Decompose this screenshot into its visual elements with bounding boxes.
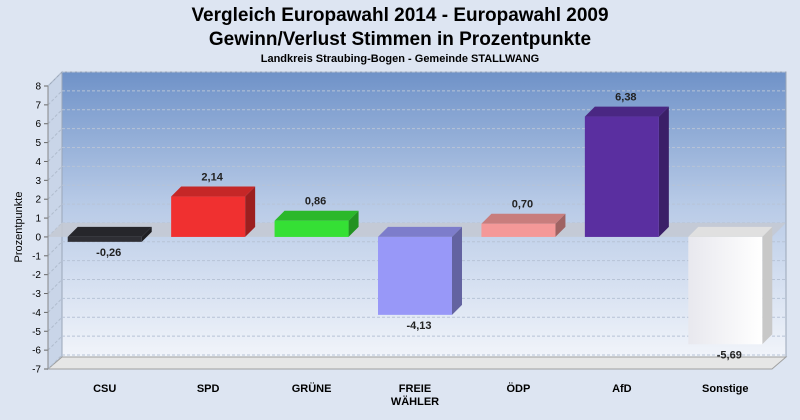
grid-line-side: [47, 128, 63, 143]
y-tick-label: 2: [35, 195, 41, 206]
grid-line-side: [47, 279, 63, 294]
bar-side: [348, 210, 359, 237]
grid-line-side: [47, 316, 63, 332]
bar-top: [688, 226, 773, 237]
y-tick-label: 0: [35, 232, 41, 243]
y-tick-label: -1: [32, 251, 41, 262]
bar-top: [378, 226, 462, 237]
y-tick-label: 1: [35, 214, 41, 225]
value-label: 0,70: [512, 199, 533, 211]
x-tick-label: AfD: [612, 383, 632, 395]
grid-line-side: [47, 90, 63, 106]
bar-top: [481, 213, 566, 224]
value-label: 2,14: [201, 172, 223, 184]
chart-title-line-2: Gewinn/Verlust Stimmen in Prozentpunkte: [208, 29, 592, 50]
grid-line-side: [47, 241, 63, 257]
y-tick-label: -5: [32, 327, 41, 338]
bar-afd: [584, 106, 669, 237]
x-tick-label: CSU: [93, 383, 116, 395]
grid-line-side: [47, 335, 63, 351]
value-label: 6,38: [615, 92, 636, 104]
bar-side: [555, 213, 566, 237]
bar-sonstige: [688, 226, 773, 345]
grid-line-side: [47, 109, 63, 125]
y-tick-label: -2: [32, 270, 41, 281]
y-tick-label: 6: [35, 119, 41, 130]
value-label: -0,26: [96, 247, 121, 259]
y-tick-label: -3: [32, 289, 41, 300]
bar-freie-wähler: [378, 226, 462, 315]
y-axis-label: Prozentpunkte: [13, 192, 25, 263]
grid-line-side: [47, 165, 63, 181]
x-tick-label: GRÜNE: [292, 382, 332, 395]
bar-side: [452, 226, 462, 315]
bar-top: [171, 186, 256, 197]
bar-side: [762, 226, 773, 345]
y-tick-label: 5: [35, 138, 41, 149]
x-tick-label: ÖDP: [507, 382, 531, 395]
value-label: 0,86: [305, 196, 326, 208]
chart-title-line-1: Vergleich Europawahl 2014 - Europawahl 2…: [191, 5, 609, 26]
bars: [67, 106, 773, 345]
bar-side: [245, 186, 256, 237]
grid-line-side: [47, 260, 63, 276]
y-tick-label: -7: [32, 365, 41, 376]
chart-subtitle: Landkreis Straubing-Bogen - Gemeinde STA…: [260, 53, 540, 65]
grid-line-side: [47, 71, 63, 87]
value-labels: -0,26 2,14 0,86 -4,13 0,70 6,38 -5,69: [96, 92, 742, 362]
bar-top: [584, 106, 669, 117]
bar-side: [141, 226, 152, 242]
bar-front: [378, 236, 452, 315]
y-axis-ticks: 8 7 6 5 4 3 2 1 0 -1 -2 -3 -4 -5 -6 -7: [32, 82, 49, 376]
y-tick-label: 7: [35, 100, 41, 111]
bar-front: [274, 220, 349, 237]
x-tick-label: SPD: [197, 383, 220, 395]
y-tick-label: -4: [32, 308, 41, 319]
grid-line-side: [47, 184, 63, 200]
grid-line-side: [47, 203, 63, 219]
bar-csu: [67, 226, 152, 242]
bar-front: [584, 116, 659, 237]
x-tick-label: FREIE: [399, 383, 431, 395]
grid-line-side: [47, 354, 63, 370]
grid-line-side: [47, 222, 63, 238]
value-label: -5,69: [717, 349, 742, 361]
y-tick-label: 4: [35, 157, 41, 168]
bar-front: [171, 196, 246, 237]
bar-top: [274, 210, 359, 221]
y-tick-label: 3: [35, 176, 41, 187]
bar-grüne: [274, 210, 359, 237]
bar-front: [481, 223, 556, 237]
y-tick-label: 8: [35, 82, 41, 93]
y-tick-label: -6: [32, 346, 41, 357]
grid-line-side: [47, 147, 63, 162]
bar-spd: [171, 186, 256, 237]
grid-line-side: [47, 298, 63, 313]
bar-ödp: [481, 213, 566, 237]
bar-top: [67, 226, 152, 237]
chart-title: Vergleich Europawahl 2014 - Europawahl 2…: [0, 4, 800, 52]
bar-front: [67, 236, 142, 242]
x-tick-label: Sonstige: [702, 383, 748, 395]
x-tick-label: WÄHLER: [391, 395, 439, 408]
plot-floor: [46, 356, 788, 370]
value-label: -4,13: [406, 320, 431, 332]
bar-side: [658, 106, 669, 237]
bar-front: [688, 236, 763, 345]
